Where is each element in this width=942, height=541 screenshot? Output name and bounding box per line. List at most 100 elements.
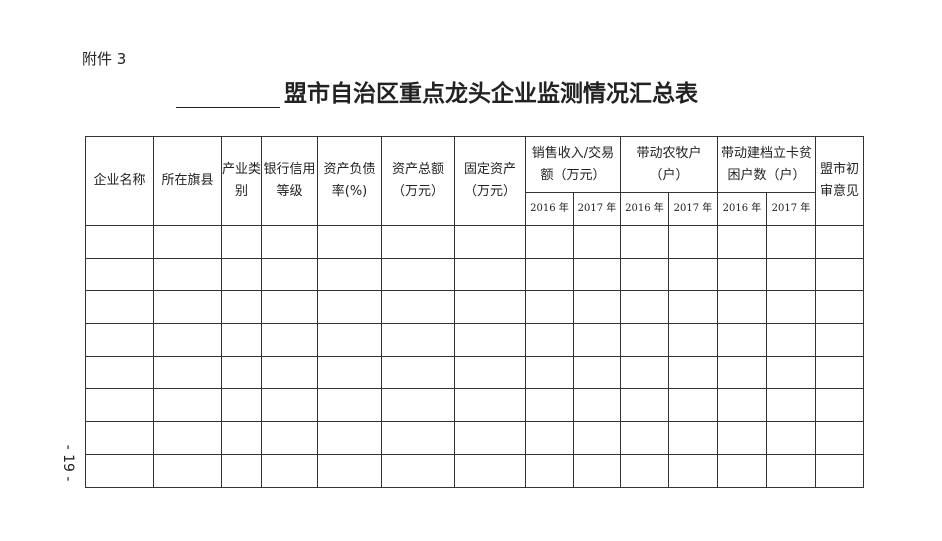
table-cell xyxy=(381,225,455,259)
table-cell xyxy=(261,355,318,390)
table-cell xyxy=(766,290,816,325)
table-cell xyxy=(620,355,669,390)
table-cell xyxy=(620,290,669,325)
table-cell xyxy=(668,225,718,259)
header-year: 2017 年 xyxy=(668,192,718,226)
table-cell xyxy=(317,355,382,390)
header-year: 2016 年 xyxy=(717,192,767,226)
table-cell xyxy=(317,421,382,455)
table-cell xyxy=(525,355,574,390)
table-cell xyxy=(525,453,574,488)
header-poor: 带动建档立卡贫困户数（户） xyxy=(717,136,816,193)
table-cell xyxy=(454,225,526,259)
table-cell xyxy=(815,257,864,292)
table-cell xyxy=(766,257,816,292)
table-cell xyxy=(317,225,382,259)
table-cell xyxy=(454,355,526,390)
table-cell xyxy=(381,421,455,455)
table-row xyxy=(85,388,864,423)
table-cell xyxy=(815,355,864,390)
table-cell xyxy=(221,421,262,455)
table-cell xyxy=(153,290,222,325)
table-cell xyxy=(261,388,318,423)
table-cell xyxy=(261,323,318,357)
table-cell xyxy=(153,257,222,292)
table-cell xyxy=(317,388,382,423)
table-cell xyxy=(766,355,816,390)
blank-line xyxy=(176,83,280,108)
table-cell xyxy=(668,290,718,325)
table-cell xyxy=(525,323,574,357)
header-review: 盟市初审意见 xyxy=(815,136,864,226)
table-cell xyxy=(573,388,621,423)
table-cell xyxy=(717,453,767,488)
attachment-label: 附件 3 xyxy=(82,50,127,68)
header-year: 2016 年 xyxy=(620,192,669,226)
table-cell xyxy=(454,388,526,423)
table-cell xyxy=(573,257,621,292)
table-cell xyxy=(573,421,621,455)
table-cell xyxy=(815,290,864,325)
table-row xyxy=(85,290,864,325)
table-cell xyxy=(381,388,455,423)
header-county: 所在旗县 xyxy=(153,136,222,226)
page-number: - 19 - xyxy=(60,444,76,482)
table-cell xyxy=(85,225,154,259)
header-credit: 银行信用等级 xyxy=(261,136,318,226)
table-cell xyxy=(381,453,455,488)
header-fixed-assets: 固定资产（万元） xyxy=(454,136,526,226)
table-row xyxy=(85,257,864,292)
table-cell xyxy=(815,323,864,357)
header-year: 2017 年 xyxy=(573,192,621,226)
header-sales: 销售收入/交易额（万元） xyxy=(525,136,621,193)
table-cell xyxy=(381,257,455,292)
table-cell xyxy=(668,323,718,357)
header-total-assets: 资产总额（万元） xyxy=(381,136,455,226)
summary-table: 企业名称 所在旗县 产业类别 银行信用等级 资产负债率(%) 资产总额（万元） … xyxy=(85,136,864,488)
table-cell xyxy=(85,323,154,357)
table-cell xyxy=(668,453,718,488)
table-cell xyxy=(525,388,574,423)
table-cell xyxy=(153,421,222,455)
table-row xyxy=(85,323,864,357)
table-cell xyxy=(454,290,526,325)
table-cell xyxy=(620,453,669,488)
table-row xyxy=(85,355,864,390)
page-title: 盟市自治区重点龙头企业监测情况汇总表 xyxy=(176,74,698,108)
table-cell xyxy=(221,355,262,390)
header-year: 2016 年 xyxy=(525,192,574,226)
title-text: 盟市自治区重点龙头企业监测情况汇总表 xyxy=(284,81,698,107)
table-cell xyxy=(525,257,574,292)
table-cell xyxy=(620,257,669,292)
table-cell xyxy=(221,225,262,259)
header-debt-ratio: 资产负债率(%) xyxy=(317,136,382,226)
table-cell xyxy=(815,421,864,455)
table-cell xyxy=(85,453,154,488)
table-row xyxy=(85,421,864,455)
table-cell xyxy=(381,323,455,357)
table-cell xyxy=(668,421,718,455)
table-row xyxy=(85,453,864,488)
table-cell xyxy=(221,290,262,325)
table-cell xyxy=(85,388,154,423)
table-cell xyxy=(454,257,526,292)
table-cell xyxy=(85,290,154,325)
header-year: 2017 年 xyxy=(766,192,816,226)
table-cell xyxy=(85,421,154,455)
table-cell xyxy=(668,257,718,292)
table-cell xyxy=(261,453,318,488)
table-cell xyxy=(153,453,222,488)
table-cell xyxy=(573,453,621,488)
table-cell xyxy=(717,323,767,357)
table-cell xyxy=(717,257,767,292)
table-cell xyxy=(381,290,455,325)
table-cell xyxy=(573,355,621,390)
table-cell xyxy=(717,290,767,325)
table-cell xyxy=(261,421,318,455)
table-cell xyxy=(620,323,669,357)
table-cell xyxy=(261,290,318,325)
table-cell xyxy=(85,257,154,292)
table-cell xyxy=(221,388,262,423)
table-cell xyxy=(573,323,621,357)
table-cell xyxy=(620,388,669,423)
